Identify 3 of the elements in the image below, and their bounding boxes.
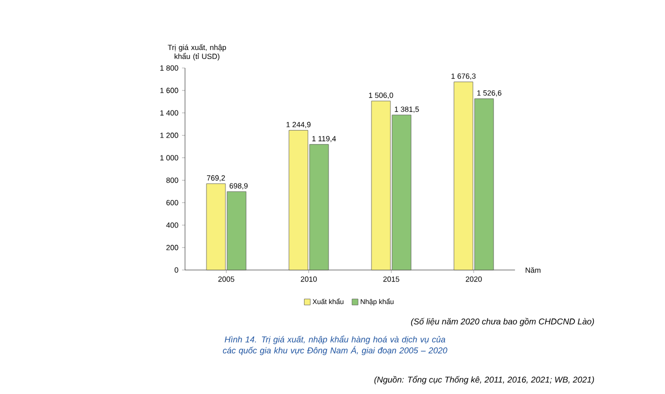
text: (Nguồn: Tổng cục Thống kê, 2011, 2016, 2021; WB, 2021) [374, 376, 594, 384]
text: (Số liệu năm 2020 chưa bao gồm CHDCND Lào) [411, 318, 594, 326]
text: Hình 14. Trị giá xuất, nhập khẩu hàng hoá và dịch vụ của các quốc gia khu vực Đông Nam Á, giai đoạn 2005 – 2020 [222, 336, 448, 356]
